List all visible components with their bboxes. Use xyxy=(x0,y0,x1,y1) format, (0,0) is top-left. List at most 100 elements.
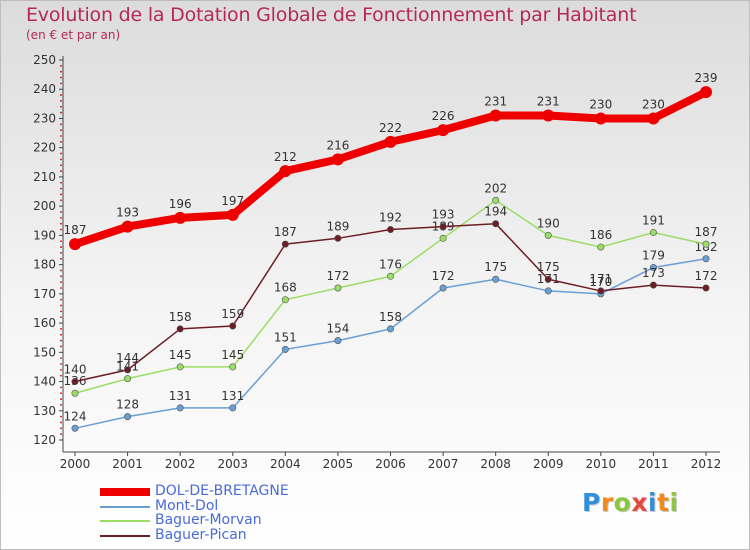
data-point xyxy=(124,375,132,383)
y-minor-dot xyxy=(60,64,62,67)
data-point xyxy=(492,275,500,283)
y-minor-dot xyxy=(60,363,62,365)
y-minor-dot xyxy=(60,152,62,155)
data-label: 231 xyxy=(537,95,560,109)
data-point xyxy=(281,296,289,304)
y-tick-label: 240 xyxy=(33,82,56,96)
data-label: 175 xyxy=(484,260,507,274)
data-point xyxy=(439,284,447,292)
data-point xyxy=(71,378,79,386)
y-minor-dot xyxy=(60,339,62,342)
logo-letter: i xyxy=(648,488,658,517)
y-minor-dot xyxy=(60,246,62,248)
data-label: 239 xyxy=(695,71,718,85)
data-point xyxy=(281,240,289,248)
data-label: 172 xyxy=(695,269,718,283)
y-minor-dot xyxy=(60,170,62,172)
data-point xyxy=(700,86,712,99)
x-tick-label: 2000 xyxy=(60,457,91,471)
y-minor-dot xyxy=(60,433,62,436)
y-minor-dot xyxy=(60,158,62,161)
data-label: 131 xyxy=(169,389,192,403)
data-point xyxy=(489,109,502,122)
logo-letter: o xyxy=(613,488,632,517)
data-label: 230 xyxy=(589,97,612,111)
data-label: 175 xyxy=(537,260,560,274)
x-tick-label: 2003 xyxy=(217,457,248,471)
y-tick-label: 230 xyxy=(33,111,56,125)
legend-label: Mont-Dol xyxy=(155,497,219,514)
data-point xyxy=(334,337,342,345)
data-point xyxy=(69,238,81,251)
data-label: 222 xyxy=(379,121,402,135)
legend-swatch xyxy=(100,534,150,537)
legend-label: DOL-DE-BRETAGNE xyxy=(155,483,289,499)
data-label: 202 xyxy=(484,181,507,195)
data-label: 179 xyxy=(642,249,665,263)
data-label: 193 xyxy=(432,208,455,222)
legend-label: Baguer-Pican xyxy=(155,526,247,543)
data-point xyxy=(544,275,552,283)
y-tick-label: 250 xyxy=(33,53,56,67)
data-label: 193 xyxy=(116,206,139,220)
data-label: 170 xyxy=(589,275,612,289)
data-label: 131 xyxy=(221,389,244,403)
y-tick-label: 180 xyxy=(33,258,56,272)
x-tick-label: 2011 xyxy=(638,457,669,471)
data-label: 197 xyxy=(221,194,244,208)
y-tick-label: 130 xyxy=(33,404,56,418)
y-minor-dot xyxy=(60,287,62,289)
y-minor-dot xyxy=(60,316,62,319)
chart-title: Evolution de la Dotation Globale de Fonc… xyxy=(26,4,637,26)
y-minor-dot xyxy=(60,211,62,213)
data-point xyxy=(649,281,657,289)
y-minor-dot xyxy=(60,374,62,377)
data-point xyxy=(594,112,607,125)
y-minor-dot xyxy=(60,427,62,430)
data-point xyxy=(702,255,710,263)
y-minor-dot xyxy=(60,129,62,132)
data-label: 124 xyxy=(64,409,87,423)
y-minor-dot xyxy=(60,140,62,143)
data-point xyxy=(386,272,394,280)
data-label: 194 xyxy=(484,205,507,219)
y-minor-dot xyxy=(60,94,62,96)
y-minor-dot xyxy=(60,415,62,418)
data-label: 186 xyxy=(589,228,612,242)
y-minor-dot xyxy=(60,398,62,400)
y-minor-dot xyxy=(60,222,62,225)
y-tick-label: 190 xyxy=(33,228,56,242)
data-point xyxy=(702,284,710,292)
data-label: 196 xyxy=(169,197,192,211)
data-label: 145 xyxy=(169,348,192,362)
x-tick-label: 2006 xyxy=(375,457,406,471)
y-tick-label: 170 xyxy=(33,287,56,301)
data-point xyxy=(647,112,660,125)
data-point xyxy=(384,135,397,148)
data-point xyxy=(334,234,342,242)
proxiti-logo: Proxiti xyxy=(582,488,679,517)
y-tick-label: 150 xyxy=(33,345,56,359)
data-label: 190 xyxy=(537,216,560,230)
y-tick-label: 200 xyxy=(33,199,56,213)
data-point xyxy=(121,220,134,233)
data-label: 145 xyxy=(221,348,244,362)
data-point xyxy=(702,240,710,248)
x-tick-label: 2001 xyxy=(112,457,143,471)
y-minor-dot xyxy=(60,199,62,202)
data-point xyxy=(439,234,447,242)
y-minor-dot xyxy=(60,164,62,167)
data-point xyxy=(229,322,237,330)
data-point xyxy=(71,424,79,432)
legend-swatch xyxy=(100,520,150,522)
data-point xyxy=(229,404,237,412)
y-minor-dot xyxy=(60,135,62,137)
data-label: 216 xyxy=(326,138,349,152)
logo-letter: x xyxy=(631,488,648,517)
data-point xyxy=(331,153,344,166)
data-label: 172 xyxy=(432,269,455,283)
y-minor-dot xyxy=(60,345,62,348)
y-minor-dot xyxy=(60,298,62,301)
